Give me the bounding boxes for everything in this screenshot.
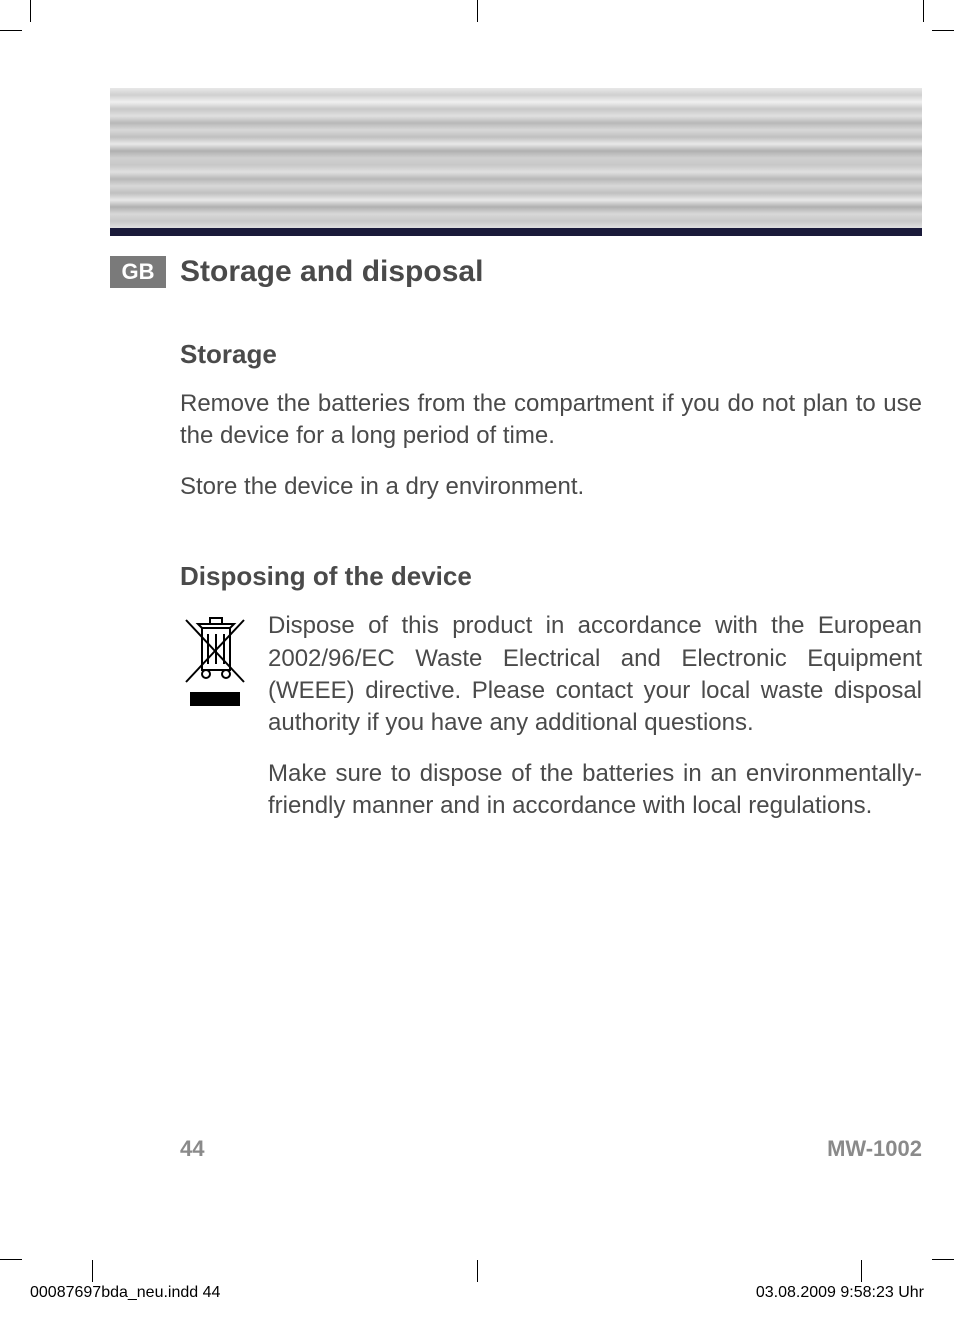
model-number: MW-1002	[827, 1136, 922, 1162]
header-banner	[110, 88, 922, 236]
weee-bin-icon	[180, 614, 250, 714]
page-footer: 44 MW-1002	[180, 1136, 922, 1162]
icon-text-row: Dispose of this product in accordance wi…	[180, 610, 922, 840]
body-text: Make sure to dispose of the batteries in…	[268, 758, 922, 823]
language-badge: GB	[110, 256, 166, 288]
body-text: Store the device in a dry environment.	[180, 471, 922, 503]
body-text: Dispose of this product in accordance wi…	[268, 610, 922, 740]
body-text: Remove the batteries from the compartmen…	[180, 388, 922, 453]
icon-text-column: Dispose of this product in accordance wi…	[268, 610, 922, 840]
section-disposing: Disposing of the device	[110, 561, 922, 840]
section-title: Disposing of the device	[180, 561, 922, 592]
content: GB Storage and disposal Storage Remove t…	[110, 255, 922, 899]
print-timestamp: 03.08.2009 9:58:23 Uhr	[756, 1284, 924, 1302]
print-file: 00087697bda_neu.indd 44	[30, 1284, 220, 1302]
page-number: 44	[180, 1136, 204, 1162]
section-storage: Storage Remove the batteries from the co…	[110, 339, 922, 503]
print-slug: 00087697bda_neu.indd 44 03.08.2009 9:58:…	[30, 1284, 924, 1302]
page: GB Storage and disposal Storage Remove t…	[30, 30, 924, 1230]
title-row: GB Storage and disposal	[110, 255, 922, 289]
section-title: Storage	[180, 339, 922, 370]
page-title: Storage and disposal	[180, 255, 483, 289]
